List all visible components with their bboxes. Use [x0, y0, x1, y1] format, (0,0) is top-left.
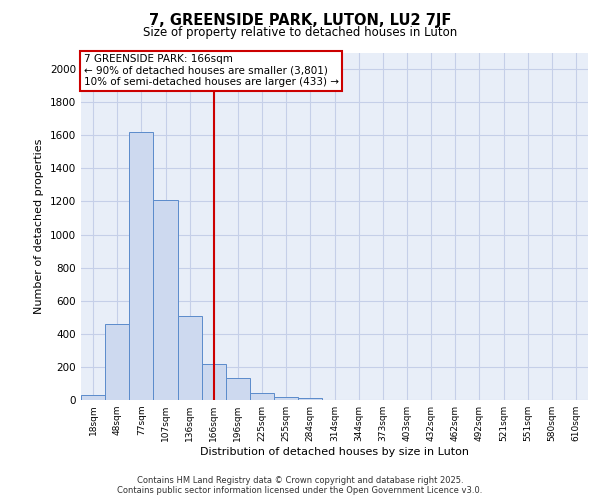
Bar [81, 395, 105, 400]
Bar [250, 394, 274, 400]
Bar [202, 364, 226, 400]
Bar [298, 398, 322, 400]
Bar [129, 132, 154, 400]
Text: 7 GREENSIDE PARK: 166sqm
← 90% of detached houses are smaller (3,801)
10% of sem: 7 GREENSIDE PARK: 166sqm ← 90% of detach… [83, 54, 338, 88]
Text: Contains HM Land Registry data © Crown copyright and database right 2025.
Contai: Contains HM Land Registry data © Crown c… [118, 476, 482, 495]
Bar [154, 200, 178, 400]
Bar [274, 396, 298, 400]
X-axis label: Distribution of detached houses by size in Luton: Distribution of detached houses by size … [200, 447, 469, 457]
Bar [226, 378, 250, 400]
Y-axis label: Number of detached properties: Number of detached properties [34, 138, 44, 314]
Text: 7, GREENSIDE PARK, LUTON, LU2 7JF: 7, GREENSIDE PARK, LUTON, LU2 7JF [149, 12, 451, 28]
Text: Size of property relative to detached houses in Luton: Size of property relative to detached ho… [143, 26, 457, 39]
Bar [105, 324, 129, 400]
Bar [178, 316, 202, 400]
